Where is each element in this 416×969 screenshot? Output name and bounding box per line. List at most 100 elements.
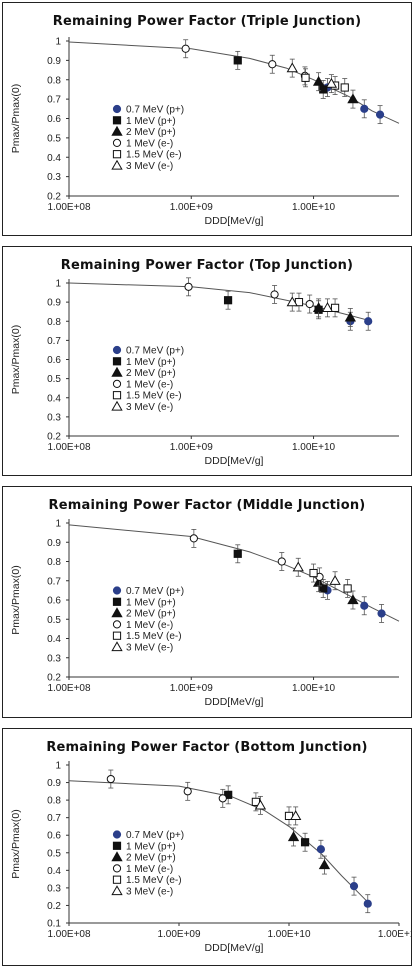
legend-label: 1 MeV (p+) xyxy=(126,357,176,368)
data-point xyxy=(181,44,190,53)
data-point xyxy=(233,549,242,558)
y-tick-label: 0.3 xyxy=(47,172,61,183)
data-point xyxy=(316,845,326,854)
legend-label: 1 MeV (e-) xyxy=(126,379,173,390)
y-tick-label: 0.6 xyxy=(47,114,61,125)
y-tick-label: 1 xyxy=(55,279,61,290)
y-tick-label: 0.2 xyxy=(47,192,61,203)
y-tick-label: 0.9 xyxy=(47,56,61,67)
legend: 0.7 MeV (p+)1 MeV (p+)2 MeV (p+)1 MeV (e… xyxy=(111,345,184,413)
data-point xyxy=(325,77,338,88)
legend-marker xyxy=(112,631,122,640)
chart-title: Remaining Power Factor (Bottom Junction) xyxy=(46,740,367,755)
y-tick-label: 0.7 xyxy=(47,813,61,824)
data-point xyxy=(364,317,373,326)
y-axis-label: Pmax/Pmax(0) xyxy=(10,325,22,394)
series-1-mev-e- xyxy=(189,529,324,587)
data-point xyxy=(309,568,318,578)
data-point xyxy=(106,774,115,784)
data-point xyxy=(343,584,352,593)
y-tick-label: 0.3 xyxy=(47,653,61,664)
data-point xyxy=(347,93,359,104)
legend-marker xyxy=(112,104,122,114)
data-point xyxy=(292,561,304,572)
y-tick-label: 0.2 xyxy=(47,901,61,912)
data-point xyxy=(305,299,314,309)
series-1-mev-e- xyxy=(106,769,227,808)
y-tick-label: 0.8 xyxy=(47,796,61,807)
legend-marker xyxy=(112,345,122,355)
series-3-mev-e- xyxy=(292,557,341,591)
y-tick-label: 0.8 xyxy=(47,317,61,328)
legend-label: 0.7 MeV (p+) xyxy=(126,346,184,357)
chart-title: Remaining Power Factor (Triple Junction) xyxy=(53,14,362,29)
y-tick-label: 1 xyxy=(55,761,61,772)
legend-marker xyxy=(111,159,123,170)
legend-marker xyxy=(111,885,123,896)
legend-label: 1 MeV (p+) xyxy=(126,841,176,852)
data-point xyxy=(349,882,359,891)
x-tick-label: 1.00E+08 xyxy=(47,442,91,453)
x-tick-label: 1.00E+09 xyxy=(170,202,214,213)
data-point xyxy=(344,311,357,322)
legend-marker xyxy=(112,138,122,147)
data-point xyxy=(319,584,328,593)
legend-label: 1 MeV (p+) xyxy=(126,116,176,127)
series-3-mev-e- xyxy=(254,795,302,826)
chart-panel-triple: Remaining Power Factor (Triple Junction)… xyxy=(2,2,412,236)
series-2-mev-p- xyxy=(312,72,359,109)
data-point xyxy=(347,594,359,605)
series-0-7-mev-p- xyxy=(316,839,372,914)
y-tick-label: 0.6 xyxy=(47,355,61,366)
y-tick-label: 0.4 xyxy=(47,866,61,877)
chart-title: Remaining Power Factor (Middle Junction) xyxy=(49,498,366,513)
series-1-mev-p- xyxy=(233,50,328,99)
series-3-mev-e- xyxy=(286,292,334,318)
y-axis-label: Pmax/Pmax(0) xyxy=(10,809,22,878)
data-point xyxy=(290,810,302,821)
chart-title: Remaining Power Factor (Top Junction) xyxy=(61,258,353,273)
chart-triple: Remaining Power Factor (Triple Junction)… xyxy=(10,14,400,227)
data-point xyxy=(321,302,334,312)
legend-marker xyxy=(112,830,122,839)
y-tick-label: 0.4 xyxy=(47,153,61,164)
legend-marker xyxy=(111,400,123,411)
x-tick-label: 1.00E+09 xyxy=(170,442,214,453)
data-point xyxy=(301,73,310,82)
legend-marker xyxy=(112,841,122,850)
y-tick-label: 0.2 xyxy=(47,673,61,684)
data-point xyxy=(330,303,340,312)
legend-label: 0.7 MeV (p+) xyxy=(126,830,184,841)
chart-panel-middle: Remaining Power Factor (Middle Junction)… xyxy=(2,486,412,718)
legend-label: 2 MeV (p+) xyxy=(126,368,176,379)
legend-label: 1.5 MeV (e-) xyxy=(126,875,182,886)
y-tick-label: 0.9 xyxy=(47,298,61,309)
legend-label: 2 MeV (p+) xyxy=(126,127,176,138)
x-tick-label: 1.00E+11 xyxy=(378,929,411,940)
series-1-mev-e- xyxy=(181,39,310,86)
x-axis-label: DDD[MeV/g] xyxy=(205,942,264,954)
y-tick-label: 0.5 xyxy=(47,848,61,859)
legend-marker xyxy=(112,620,122,629)
legend-label: 3 MeV (e-) xyxy=(126,161,173,172)
legend-label: 1 MeV (e-) xyxy=(126,864,173,875)
data-point xyxy=(254,799,267,810)
data-point xyxy=(184,282,193,291)
y-tick-label: 0.7 xyxy=(47,336,61,347)
legend-label: 1.5 MeV (e-) xyxy=(126,631,182,642)
chart-middle: Remaining Power Factor (Middle Junction)… xyxy=(10,498,400,708)
x-axis-label: DDD[MeV/g] xyxy=(205,215,264,227)
y-axis-label: Pmax/Pmax(0) xyxy=(10,84,22,153)
series-1-5-mev-e- xyxy=(309,563,352,598)
legend-label: 1 MeV (e-) xyxy=(126,138,173,149)
data-point xyxy=(268,60,277,69)
legend-marker xyxy=(111,851,123,862)
x-tick-label: 1.00E+10 xyxy=(267,929,311,940)
data-point xyxy=(183,787,192,796)
series-2-mev-p- xyxy=(312,298,357,327)
fit-curve xyxy=(68,282,373,322)
legend: 0.7 MeV (p+)1 MeV (p+)2 MeV (p+)1 MeV (e… xyxy=(111,586,184,654)
data-point xyxy=(318,859,331,870)
data-point xyxy=(277,557,286,566)
legend-marker xyxy=(112,150,122,159)
